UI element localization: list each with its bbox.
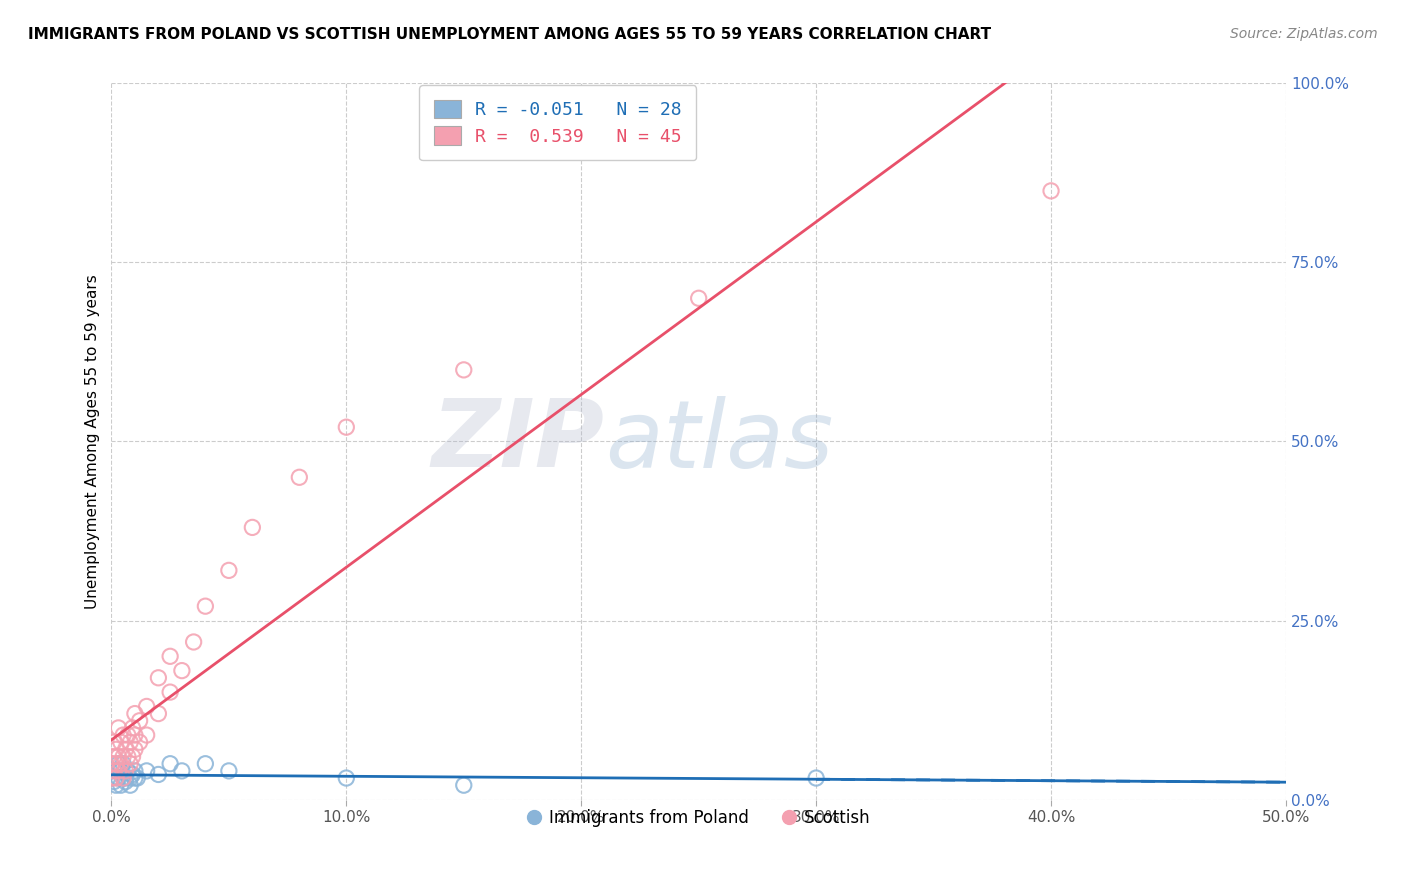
Point [107,771,129,785]
Point [159,685,181,699]
Y-axis label: Unemployment Among Ages 55 to 59 years: Unemployment Among Ages 55 to 59 years [86,274,100,609]
Point [159,756,181,771]
Point [159,649,181,664]
Text: Source: ZipAtlas.com: Source: ZipAtlas.com [1230,27,1378,41]
Point [112,756,135,771]
Point [124,706,146,721]
Point [453,778,475,792]
Point [135,699,157,714]
Point [103,749,125,764]
Point [107,756,129,771]
Point [100,771,122,785]
Legend: Immigrants from Poland, Scottish: Immigrants from Poland, Scottish [520,803,877,834]
Point [170,764,193,778]
Point [120,778,142,792]
Point [112,728,135,742]
Point [194,756,217,771]
Point [110,764,132,778]
Point [218,563,240,577]
Point [105,756,128,771]
Point [335,420,357,434]
Point [120,756,142,771]
Point [124,728,146,742]
Point [120,735,142,749]
Point [135,728,157,742]
Point [120,771,142,785]
Point [335,771,357,785]
Point [107,749,129,764]
Point [148,706,170,721]
Point [128,735,150,749]
Point [128,714,150,728]
Point [288,470,311,484]
Point [103,764,125,778]
Point [110,778,132,792]
Point [117,764,139,778]
Point [107,764,129,778]
Point [1040,184,1063,198]
Point [114,764,136,778]
Text: IMMIGRANTS FROM POLAND VS SCOTTISH UNEMPLOYMENT AMONG AGES 55 TO 59 YEARS CORREL: IMMIGRANTS FROM POLAND VS SCOTTISH UNEMP… [28,27,991,42]
Point [688,291,710,305]
Point [135,764,157,778]
Point [194,599,217,614]
Point [105,742,128,756]
Point [103,735,125,749]
Point [112,749,135,764]
Point [218,764,240,778]
Text: ZIP: ZIP [432,395,605,488]
Point [114,774,136,789]
Point [110,735,132,749]
Point [107,721,129,735]
Point [804,771,827,785]
Point [124,742,146,756]
Point [105,778,128,792]
Point [100,756,122,771]
Point [121,721,143,735]
Point [124,764,146,778]
Text: atlas: atlas [605,396,832,487]
Point [117,728,139,742]
Point [114,771,136,785]
Point [117,749,139,764]
Point [183,635,205,649]
Point [105,771,128,785]
Point [148,767,170,781]
Point [103,774,125,789]
Point [124,771,146,785]
Point [100,771,122,785]
Point [121,767,143,781]
Point [114,742,136,756]
Point [121,749,143,764]
Point [112,771,135,785]
Point [112,771,135,785]
Point [240,520,263,534]
Point [105,764,128,778]
Point [453,363,475,377]
Point [148,671,170,685]
Point [170,664,193,678]
Point [110,756,132,771]
Point [127,771,149,785]
